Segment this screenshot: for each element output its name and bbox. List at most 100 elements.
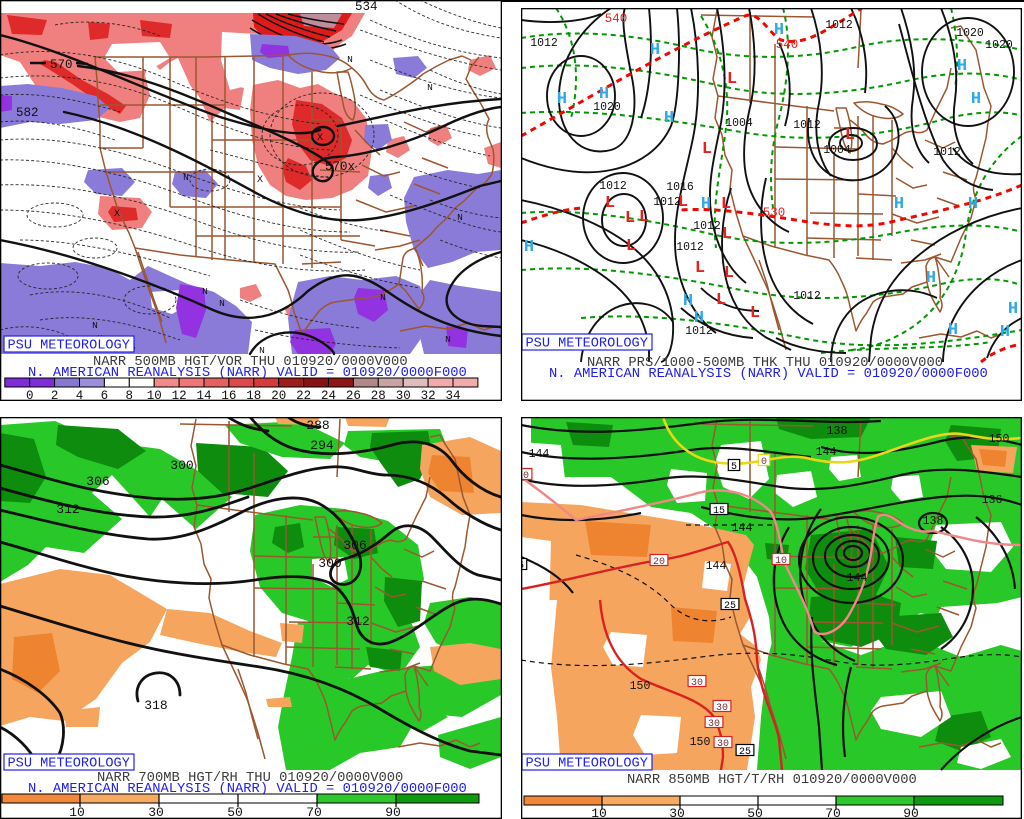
- svg-text:PSU METEOROLOGY: PSU METEOROLOGY: [526, 337, 648, 352]
- svg-text:4: 4: [76, 389, 84, 401]
- svg-text:H: H: [664, 109, 674, 128]
- svg-text:L: L: [724, 264, 734, 283]
- svg-text:X: X: [257, 175, 263, 186]
- svg-text:L: L: [625, 209, 635, 228]
- svg-text:1012: 1012: [599, 180, 627, 193]
- svg-text:144: 144: [529, 448, 550, 461]
- svg-text:L: L: [721, 195, 731, 214]
- svg-text:10: 10: [775, 556, 787, 567]
- svg-text:50: 50: [747, 806, 763, 819]
- svg-text:H: H: [971, 90, 981, 109]
- svg-text:70: 70: [306, 805, 322, 819]
- svg-text:25: 25: [724, 601, 736, 612]
- svg-text:300: 300: [170, 458, 193, 473]
- svg-text:24: 24: [321, 389, 336, 401]
- svg-text:1020: 1020: [593, 101, 621, 114]
- svg-text:L: L: [750, 304, 760, 323]
- svg-text:L: L: [702, 140, 712, 159]
- svg-text:1012: 1012: [793, 290, 821, 303]
- svg-text:1012: 1012: [693, 220, 721, 233]
- svg-text:L: L: [605, 194, 615, 213]
- svg-text:1012: 1012: [676, 241, 704, 254]
- svg-text:138: 138: [923, 515, 944, 528]
- svg-text:30: 30: [396, 389, 411, 401]
- svg-text:540: 540: [776, 38, 799, 52]
- svg-text:30: 30: [669, 806, 685, 819]
- svg-text:12: 12: [172, 389, 187, 401]
- svg-text:70: 70: [825, 806, 841, 819]
- svg-text:138: 138: [827, 425, 848, 438]
- svg-text:30: 30: [148, 805, 164, 819]
- svg-text:0: 0: [761, 457, 767, 468]
- svg-text:L: L: [716, 291, 726, 310]
- svg-text:26: 26: [346, 389, 361, 401]
- svg-text:H: H: [1008, 300, 1018, 319]
- svg-text:1012: 1012: [825, 19, 853, 32]
- svg-text:582: 582: [16, 106, 39, 120]
- svg-text:N: N: [427, 82, 433, 93]
- svg-text:288: 288: [306, 418, 329, 433]
- svg-text:30: 30: [708, 719, 720, 730]
- svg-text:N: N: [347, 54, 353, 65]
- svg-text:1004: 1004: [725, 117, 753, 130]
- svg-text:15: 15: [713, 506, 725, 517]
- svg-text:PSU METEOROLOGY: PSU METEOROLOGY: [8, 339, 130, 354]
- svg-text:N. AMERICAN REANALYSIS (NARR): N. AMERICAN REANALYSIS (NARR) VALID = 01…: [549, 366, 988, 382]
- svg-text:L: L: [626, 237, 636, 256]
- svg-text:H: H: [774, 21, 784, 40]
- svg-text:H: H: [968, 195, 978, 214]
- svg-text:570x: 570x: [325, 160, 355, 174]
- svg-text:H: H: [524, 238, 534, 257]
- svg-text:H: H: [557, 90, 567, 109]
- svg-text:H: H: [1000, 323, 1010, 342]
- svg-text:30: 30: [691, 678, 703, 689]
- svg-text:318: 318: [144, 698, 167, 713]
- svg-text:H: H: [683, 292, 693, 311]
- svg-text:306: 306: [343, 538, 366, 553]
- svg-text:1012: 1012: [793, 119, 821, 132]
- svg-text:150: 150: [989, 433, 1010, 446]
- svg-text:1012: 1012: [685, 325, 713, 338]
- svg-text:306: 306: [86, 474, 109, 489]
- svg-text:10: 10: [521, 471, 529, 482]
- svg-text:312: 312: [56, 502, 79, 517]
- svg-text:NARR PRS/1000-500MB THK THU 01: NARR PRS/1000-500MB THK THU 010920/0000V…: [587, 355, 943, 371]
- svg-text:90: 90: [385, 805, 401, 819]
- svg-text:34: 34: [445, 389, 460, 401]
- svg-text:10: 10: [147, 389, 162, 401]
- svg-text:294: 294: [310, 438, 334, 453]
- svg-text:PSU METEOROLOGY: PSU METEOROLOGY: [8, 757, 130, 772]
- svg-text:10: 10: [69, 805, 85, 819]
- svg-text:530: 530: [763, 206, 786, 220]
- svg-text:0: 0: [26, 389, 34, 401]
- svg-text:2: 2: [51, 389, 59, 401]
- svg-text:570: 570: [50, 58, 73, 72]
- svg-text:L: L: [695, 259, 705, 278]
- svg-text:5: 5: [731, 462, 737, 473]
- svg-text:H: H: [948, 321, 958, 340]
- svg-text:N: N: [457, 212, 463, 223]
- svg-text:22: 22: [296, 389, 311, 401]
- svg-text:N: N: [183, 172, 189, 183]
- svg-text:N: N: [92, 320, 98, 331]
- svg-text:150: 150: [630, 680, 651, 693]
- svg-text:534: 534: [355, 0, 378, 14]
- svg-text:20: 20: [653, 557, 665, 568]
- svg-text:N: N: [259, 345, 265, 356]
- svg-text:L: L: [678, 193, 688, 212]
- svg-text:25: 25: [739, 747, 751, 758]
- svg-text:L: L: [845, 126, 855, 145]
- svg-text:144: 144: [706, 560, 727, 573]
- svg-text:144: 144: [816, 446, 837, 459]
- svg-text:1012: 1012: [933, 146, 961, 159]
- svg-text:H: H: [694, 309, 704, 328]
- svg-text:1020: 1020: [985, 39, 1013, 52]
- svg-text:14: 14: [196, 389, 211, 401]
- svg-text:1012: 1012: [653, 196, 681, 209]
- svg-text:NARR 700MB HGT/RH THU 010920/0: NARR 700MB HGT/RH THU 010920/0000V000: [97, 770, 403, 786]
- svg-text:H: H: [926, 269, 936, 288]
- svg-text:1020: 1020: [956, 27, 984, 40]
- svg-text:L: L: [639, 208, 649, 227]
- svg-text:5: 5: [521, 561, 524, 572]
- svg-text:300: 300: [318, 556, 341, 571]
